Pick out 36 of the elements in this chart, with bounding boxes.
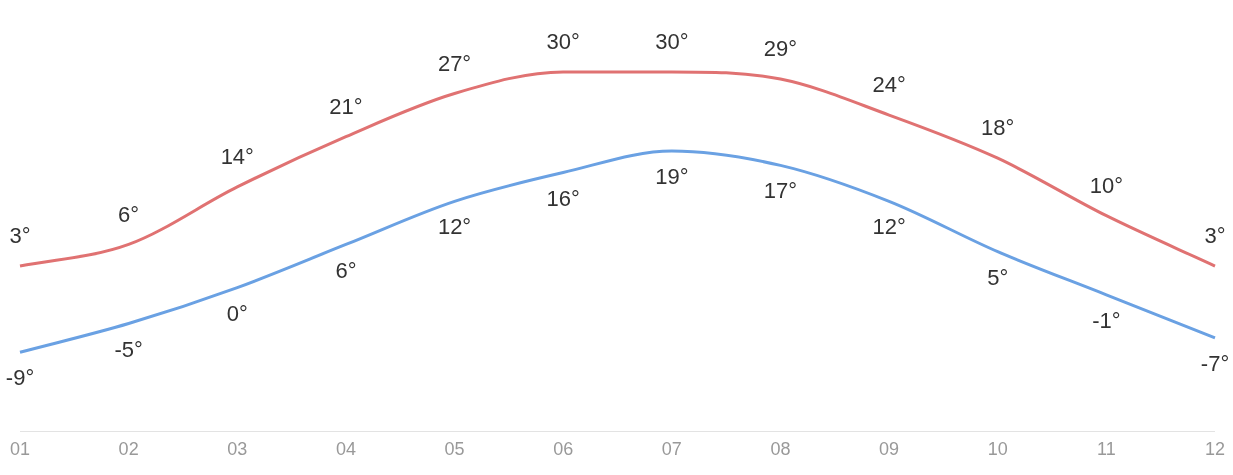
data-label: -7° xyxy=(1200,350,1230,376)
x-tick-label: 06 xyxy=(553,439,574,460)
data-label: 27° xyxy=(437,50,472,76)
data-label: 0° xyxy=(226,300,248,326)
data-label: 16° xyxy=(546,185,580,211)
x-tick-label: 02 xyxy=(118,439,139,460)
x-tick-label: 09 xyxy=(879,439,900,460)
x-tick-label: 07 xyxy=(661,439,682,460)
data-label: 12° xyxy=(437,214,472,240)
data-label: -1° xyxy=(1092,307,1121,333)
data-label: -9° xyxy=(5,365,35,391)
data-label: 29° xyxy=(763,36,798,62)
data-label: 3° xyxy=(1204,223,1226,249)
data-label: 24° xyxy=(872,72,906,98)
data-label: -5° xyxy=(114,336,143,362)
data-label: 18° xyxy=(981,115,1015,141)
data-label: 17° xyxy=(763,178,798,204)
x-tick-label: 04 xyxy=(335,439,356,460)
data-label: 21° xyxy=(329,93,363,119)
data-label: 6° xyxy=(118,201,140,227)
data-label: 19° xyxy=(655,164,689,190)
x-tick-label: 05 xyxy=(444,439,465,460)
x-tick-label: 12 xyxy=(1204,439,1225,460)
data-label: 30° xyxy=(655,28,689,54)
x-tick-label: 11 xyxy=(1097,439,1116,460)
data-label: 14° xyxy=(220,144,254,169)
data-label: 12° xyxy=(872,214,906,240)
x-tick-label: 10 xyxy=(987,439,1008,460)
data-label: 30° xyxy=(546,28,580,54)
x-tick-label: 01 xyxy=(9,439,31,460)
x-tick-label: 08 xyxy=(770,439,791,460)
data-label: 5° xyxy=(987,264,1009,290)
data-label: 6° xyxy=(335,257,357,283)
x-tick-label: 03 xyxy=(227,439,248,460)
data-label: 10° xyxy=(1089,172,1123,198)
data-label: 3° xyxy=(9,223,31,249)
